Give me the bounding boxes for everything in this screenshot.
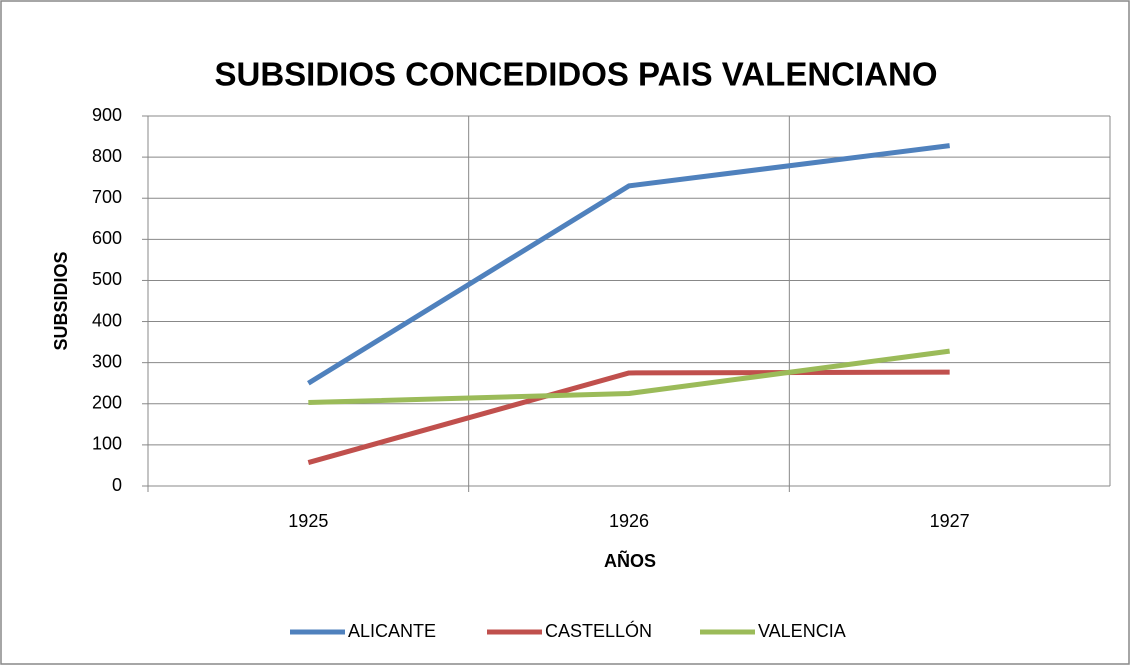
chart-title: SUBSIDIOS CONCEDIDOS PAIS VALENCIANO (214, 56, 937, 93)
y-axis-label: SUBSIDIOS (51, 251, 71, 350)
y-tick-label: 200 (92, 393, 122, 413)
y-tick-label: 400 (92, 310, 122, 330)
legend-label: CASTELLÓN (545, 620, 652, 641)
x-tick-label: 1927 (930, 511, 970, 531)
y-tick-label: 100 (92, 434, 122, 454)
y-tick-label: 700 (92, 187, 122, 207)
y-tick-label: 300 (92, 351, 122, 371)
x-axis-label: AÑOS (604, 550, 656, 571)
y-tick-label: 500 (92, 269, 122, 289)
x-tick-label: 1926 (609, 511, 649, 531)
y-tick-label: 0 (112, 475, 122, 495)
line-series (308, 348, 950, 406)
line-series (307, 369, 950, 465)
legend-label: VALENCIA (758, 621, 846, 641)
y-tick-label: 800 (92, 146, 122, 166)
y-tick-label: 900 (92, 105, 122, 125)
y-tick-label: 600 (92, 228, 122, 248)
line-series (307, 143, 950, 386)
x-tick-label: 1925 (288, 511, 328, 531)
legend-label: ALICANTE (348, 621, 436, 641)
